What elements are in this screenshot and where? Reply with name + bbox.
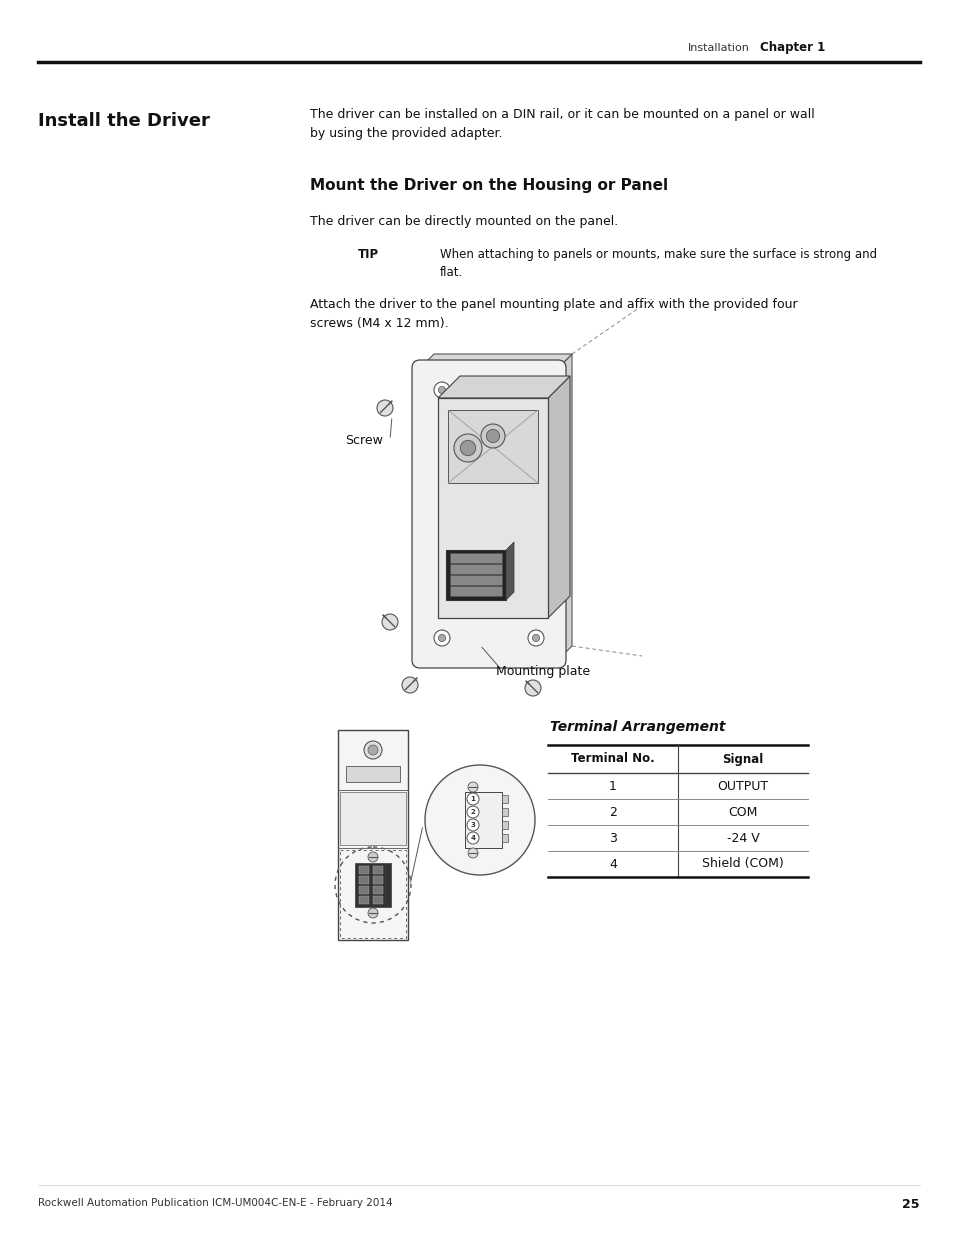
Circle shape	[467, 806, 478, 818]
Text: OUTPUT: OUTPUT	[717, 779, 768, 793]
Text: TIP: TIP	[357, 248, 378, 261]
Polygon shape	[558, 354, 572, 659]
Text: The driver can be installed on a DIN rail, or it can be mounted on a panel or wa: The driver can be installed on a DIN rai…	[310, 107, 814, 140]
Text: Chapter 1: Chapter 1	[760, 42, 824, 54]
Circle shape	[480, 424, 504, 448]
Text: 1: 1	[608, 779, 617, 793]
Polygon shape	[373, 866, 382, 874]
Polygon shape	[373, 876, 382, 884]
Circle shape	[527, 630, 543, 646]
Circle shape	[401, 677, 417, 693]
Text: Terminal Arrangement: Terminal Arrangement	[550, 720, 724, 734]
Polygon shape	[358, 866, 369, 874]
Text: 1: 1	[470, 797, 475, 802]
Circle shape	[376, 400, 393, 416]
Polygon shape	[437, 398, 547, 618]
Circle shape	[364, 741, 381, 760]
Circle shape	[438, 635, 445, 642]
Text: 2: 2	[470, 809, 475, 815]
Polygon shape	[437, 375, 569, 398]
Polygon shape	[547, 375, 569, 618]
Text: Mounting plate: Mounting plate	[496, 666, 590, 678]
Polygon shape	[501, 795, 507, 803]
Polygon shape	[346, 766, 399, 782]
Text: COM: COM	[727, 805, 757, 819]
Circle shape	[468, 848, 477, 858]
Circle shape	[368, 745, 377, 755]
Text: 3: 3	[608, 831, 617, 845]
Polygon shape	[339, 792, 406, 845]
Polygon shape	[464, 792, 501, 848]
Text: Screw: Screw	[345, 433, 382, 447]
Polygon shape	[501, 808, 507, 816]
Polygon shape	[373, 897, 382, 904]
Text: 3: 3	[470, 823, 475, 827]
Polygon shape	[355, 863, 391, 906]
Circle shape	[532, 387, 539, 394]
Text: -24 V: -24 V	[726, 831, 759, 845]
Circle shape	[467, 832, 478, 844]
Text: 2: 2	[608, 805, 617, 819]
Circle shape	[381, 614, 397, 630]
Circle shape	[454, 433, 481, 462]
Text: Shield (COM): Shield (COM)	[701, 857, 783, 871]
Circle shape	[467, 819, 478, 831]
Text: 4: 4	[470, 835, 475, 841]
Polygon shape	[337, 730, 408, 940]
Polygon shape	[450, 553, 501, 563]
Circle shape	[424, 764, 535, 876]
Text: When attaching to panels or mounts, make sure the surface is strong and
flat.: When attaching to panels or mounts, make…	[439, 248, 876, 279]
Polygon shape	[373, 885, 382, 894]
Circle shape	[527, 382, 543, 398]
Text: 25: 25	[902, 1198, 919, 1212]
Polygon shape	[448, 410, 537, 483]
Circle shape	[532, 635, 539, 642]
Text: Signal: Signal	[721, 752, 762, 766]
Polygon shape	[501, 821, 507, 829]
Text: 4: 4	[608, 857, 617, 871]
Polygon shape	[505, 542, 514, 600]
Polygon shape	[358, 885, 369, 894]
Text: Attach the driver to the panel mounting plate and affix with the provided four
s: Attach the driver to the panel mounting …	[310, 298, 797, 330]
Circle shape	[434, 630, 450, 646]
Circle shape	[438, 387, 445, 394]
Circle shape	[434, 382, 450, 398]
Text: Installation: Installation	[687, 43, 749, 53]
Circle shape	[468, 782, 477, 792]
Polygon shape	[358, 897, 369, 904]
Polygon shape	[450, 564, 501, 574]
Circle shape	[486, 430, 499, 442]
Polygon shape	[450, 585, 501, 597]
Circle shape	[459, 441, 476, 456]
Text: The driver can be directly mounted on the panel.: The driver can be directly mounted on th…	[310, 215, 618, 228]
Circle shape	[467, 793, 478, 805]
Polygon shape	[501, 834, 507, 842]
Polygon shape	[358, 876, 369, 884]
Circle shape	[368, 908, 377, 918]
Text: Rockwell Automation Publication ICM-UM004C-EN-E - February 2014: Rockwell Automation Publication ICM-UM00…	[38, 1198, 393, 1208]
Circle shape	[368, 852, 377, 862]
Polygon shape	[446, 550, 505, 600]
Circle shape	[524, 680, 540, 697]
Text: Mount the Driver on the Housing or Panel: Mount the Driver on the Housing or Panel	[310, 178, 667, 193]
Polygon shape	[419, 354, 572, 368]
Text: Terminal No.: Terminal No.	[571, 752, 654, 766]
Polygon shape	[450, 576, 501, 585]
FancyBboxPatch shape	[412, 359, 565, 668]
Text: Install the Driver: Install the Driver	[38, 112, 210, 130]
